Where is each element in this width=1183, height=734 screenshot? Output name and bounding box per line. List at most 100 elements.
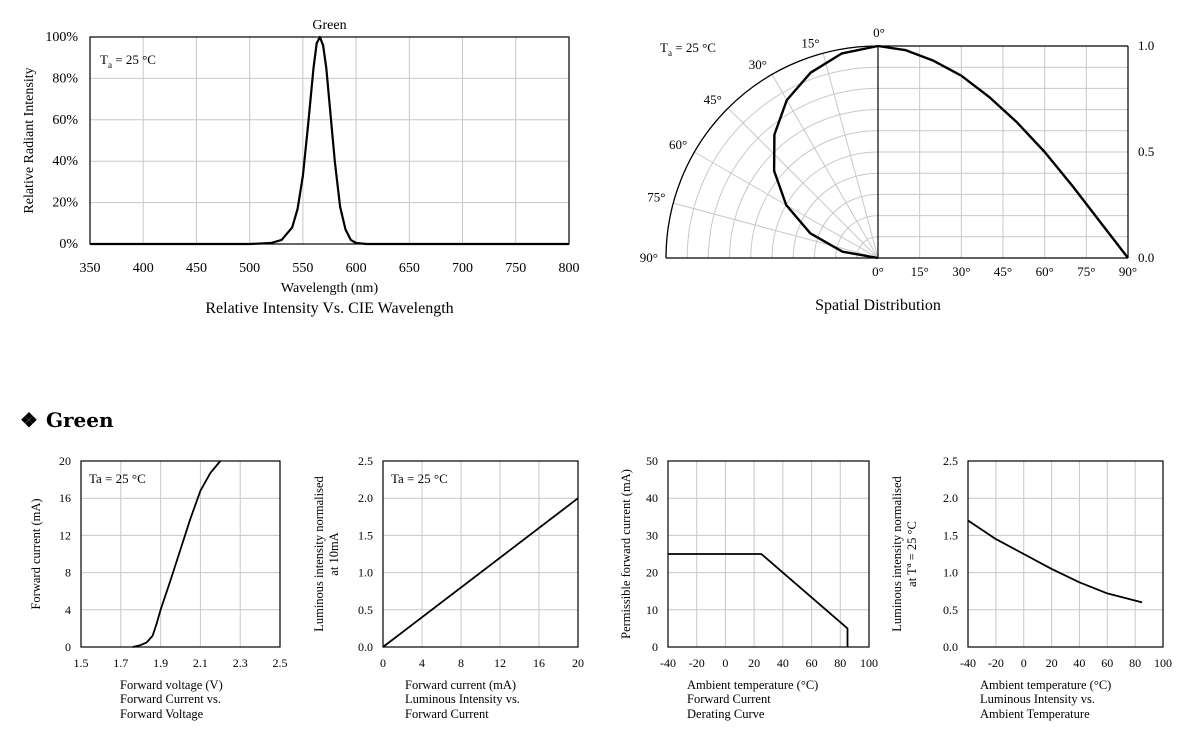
x-tick-label: -40	[960, 656, 976, 670]
x-tick-label: 450	[186, 261, 207, 276]
x-axis-label: Wavelength (nm)	[281, 281, 379, 296]
polar-angle-label: 90°	[640, 250, 658, 265]
annotation-label: Ta = 25 °C	[391, 471, 448, 486]
y-axis-label: Permissible forward current (mA)	[619, 469, 633, 639]
y-tick-label: 0.0	[943, 640, 958, 654]
y-tick-label: 20	[646, 566, 658, 580]
x-tick-label: 1.5	[74, 656, 89, 670]
y-axis-label: Relative Radiant Intensity	[22, 67, 37, 213]
chart-spectrum: 350 400 450 500 550 600 650 700 750 800 0% 20% 40% 60…	[22, 18, 580, 317]
polar-spoke	[822, 53, 879, 259]
section-heading: ❖ Green	[20, 408, 114, 432]
polar-angle-label: 75°	[647, 190, 665, 205]
y-tick-label: 2.0	[358, 491, 373, 505]
polar-curve	[772, 44, 879, 260]
y-tick-label: 1.5	[943, 528, 958, 542]
polar-outer-arc	[665, 45, 879, 259]
y-tick-label: 16	[59, 491, 71, 505]
x-tick-label: 16	[533, 656, 545, 670]
y-tick-label: 1.0	[943, 566, 958, 580]
x-tick-label: 600	[346, 261, 367, 276]
chart-iv: 1.5 1.7 1.9 2.1 2.3 2.5 0 4 8 12 16 20 Ta = 25 °C For…	[29, 454, 288, 721]
chart-caption: Forward Voltage	[120, 707, 204, 721]
x-tick-label: 8	[458, 656, 464, 670]
y-tick-label: 0	[652, 640, 658, 654]
plot-frame	[89, 36, 570, 245]
chart-caption: Luminous Intensity vs.	[405, 692, 520, 706]
plot-frame	[967, 460, 1164, 648]
x-tick-label: 2.5	[273, 656, 288, 670]
y-tick-label: 2.5	[943, 454, 958, 468]
y-tick-label: 0.5	[1138, 144, 1154, 159]
chart-derating: -40 -20 0 20 40 60 80 100 0 10 20 30 40 50 Ambient tem…	[619, 454, 878, 721]
x-tick-label: 45°	[994, 264, 1012, 279]
polar-spoke	[727, 107, 879, 259]
x-tick-label: 40	[777, 656, 789, 670]
x-tick-label: 80	[834, 656, 846, 670]
x-tick-label: 750	[505, 261, 526, 276]
polar-angle-label: 45°	[704, 92, 722, 107]
chart-lum-vs-current: 0 4 8 12 16 20 0.0 0.5 1.0 1.5 2.0 2.5 Ta = 25 °C For…	[312, 454, 584, 721]
x-tick-label: 20	[572, 656, 584, 670]
annotation-label: Ta = 25 °C	[660, 40, 716, 58]
x-tick-label: 4	[419, 656, 425, 670]
section-title: Green	[45, 408, 114, 432]
x-tick-label: 80	[1129, 656, 1141, 670]
y-tick-label: 0.0	[358, 640, 373, 654]
x-tick-label: 500	[239, 261, 260, 276]
x-tick-label: 60	[806, 656, 818, 670]
chart-spatial: 0° 15° 30° 45° 60° 75° 90° 0° 15° 30° 45° 60° 75° 90°…	[640, 25, 1154, 314]
y-tick-label: 10	[646, 603, 658, 617]
x-tick-label: 350	[80, 261, 101, 276]
x-tick-label: 0	[722, 656, 728, 670]
y-axis-label: at 10mA	[327, 532, 341, 575]
x-tick-label: 100	[1154, 656, 1172, 670]
x-tick-label: 90°	[1119, 264, 1137, 279]
polar-angle-label: 60°	[669, 137, 687, 152]
x-axis-label: Forward voltage (V)	[120, 678, 223, 692]
rect-curve	[877, 44, 1129, 259]
chart-caption: Forward Current vs.	[120, 692, 221, 706]
y-tick-label: 60%	[52, 113, 78, 128]
chart-caption: Luminous Intensity vs.	[980, 692, 1095, 706]
x-axis-label: Ambient temperature (°C)	[980, 678, 1111, 692]
x-tick-label: 0	[1021, 656, 1027, 670]
series-line	[967, 519, 1143, 604]
x-tick-label: 60°	[1036, 264, 1054, 279]
y-tick-label: 8	[65, 566, 71, 580]
y-tick-label: 1.0	[1138, 38, 1154, 53]
plot-frame	[80, 460, 281, 648]
y-tick-label: 80%	[52, 71, 78, 86]
x-tick-label: 700	[452, 261, 473, 276]
x-tick-label: 20	[1046, 656, 1058, 670]
x-tick-label: 20	[748, 656, 760, 670]
chart-lum-vs-temp: -40 -20 0 20 40 60 80 100 0.0 0.5 1.0 1.5 2.0 2.5 Ambi…	[890, 454, 1172, 721]
y-tick-label: 4	[65, 603, 71, 617]
y-tick-label: 20%	[52, 196, 78, 211]
x-tick-label: 12	[494, 656, 506, 670]
x-tick-label: 60	[1101, 656, 1113, 670]
x-axis-label: Ambient temperature (°C)	[687, 678, 818, 692]
chart-caption: Derating Curve	[687, 707, 765, 721]
polar-angle-label: 0°	[873, 25, 885, 40]
chart-caption: Forward Current	[687, 692, 771, 706]
x-tick-label: 40	[1073, 656, 1085, 670]
chart-caption: Forward Current	[405, 707, 489, 721]
x-tick-label: 650	[399, 261, 420, 276]
diamond-icon: ❖	[20, 408, 38, 432]
y-tick-label: 0	[65, 640, 71, 654]
x-tick-label: 15°	[911, 264, 929, 279]
x-tick-label: 0°	[872, 264, 884, 279]
y-tick-label: 12	[59, 528, 71, 542]
x-tick-label: 75°	[1077, 264, 1095, 279]
x-tick-label: 550	[292, 261, 313, 276]
y-tick-label: 0%	[59, 237, 78, 252]
y-tick-label: 1.0	[358, 566, 373, 580]
x-tick-label: -20	[689, 656, 705, 670]
y-tick-label: 30	[646, 528, 658, 542]
x-tick-label: 0	[380, 656, 386, 670]
y-tick-label: 1.5	[358, 528, 373, 542]
plot-frame	[382, 460, 579, 648]
polar-angle-label: 15°	[801, 35, 819, 50]
